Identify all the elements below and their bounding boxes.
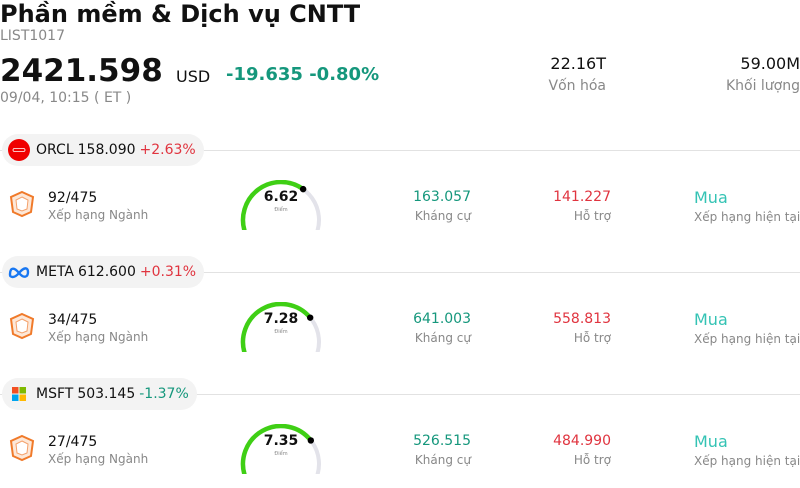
stock-price: 612.600 (77, 264, 136, 280)
resistance-value: 641.003 (413, 311, 471, 327)
current-rating-label: Xếp hạng hiện tại (694, 454, 800, 468)
resistance-value: 526.515 (413, 433, 471, 449)
resistance-value: 163.057 (413, 189, 471, 205)
stock-chip-meta[interactable]: META 612.600 +0.31% (2, 256, 205, 288)
row-divider (0, 150, 800, 151)
support-label: Hỗ trợ (573, 331, 611, 345)
score-label: Điểm (274, 329, 288, 335)
stock-symbol: ORCL (36, 142, 74, 158)
resistance-label: Kháng cự (414, 331, 471, 345)
current-rating-value: Mua (694, 188, 728, 207)
row-divider (0, 272, 800, 273)
gauge-marker (299, 185, 307, 193)
score-label: Điểm (274, 207, 288, 213)
rank-badge-icon (8, 190, 36, 218)
stock-chip-orcl[interactable]: ORCL 158.090 +2.63% (2, 134, 204, 166)
industry-rank-value: 27/475 (48, 434, 98, 450)
index-change: -19.635 -0.80% (226, 64, 380, 85)
industry-rank-value: 34/475 (48, 312, 98, 328)
meta-logo (8, 261, 30, 283)
industry-rank-value: 92/475 (48, 190, 98, 206)
rank-badge-icon (8, 434, 36, 462)
gauge-marker (306, 314, 314, 321)
market-cap-value: 22.16T (550, 54, 606, 73)
support-label: Hỗ trợ (573, 453, 611, 467)
stock-price: 503.145 (77, 386, 136, 402)
support-label: Hỗ trợ (573, 209, 611, 223)
volume-value: 59.00M (740, 54, 800, 73)
stock-change: -1.37% (139, 386, 189, 402)
resistance-label: Kháng cự (414, 209, 471, 223)
row-divider (0, 394, 800, 395)
microsoft-logo (8, 383, 30, 405)
industry-rank-label: Xếp hạng Ngành (48, 452, 149, 466)
industry-rank-label: Xếp hạng Ngành (48, 330, 149, 344)
page-title: Phần mềm & Dịch vụ CNTT (0, 0, 361, 28)
rank-badge-icon (8, 312, 36, 340)
support-value: 558.813 (553, 311, 611, 327)
score-label: Điểm (274, 451, 288, 457)
oracle-logo (8, 139, 30, 161)
support-value: 141.227 (553, 189, 611, 205)
current-rating-value: Mua (694, 432, 728, 451)
resistance-label: Kháng cự (414, 453, 471, 467)
stock-symbol: META (36, 264, 74, 280)
market-cap-label: Vốn hóa (548, 78, 606, 94)
stock-change: +0.31% (139, 264, 197, 280)
gauge-fill (240, 301, 313, 358)
stock-symbol: MSFT (36, 386, 74, 402)
current-rating-value: Mua (694, 310, 728, 329)
industry-rank-label: Xếp hạng Ngành (48, 208, 149, 222)
support-value: 484.990 (553, 433, 611, 449)
gauge-fill (240, 423, 314, 480)
gauge-marker (307, 437, 315, 444)
score-value: 7.35 (263, 433, 299, 449)
stock-price: 158.090 (77, 142, 136, 158)
gauge-fill (240, 179, 306, 236)
stock-chip-msft[interactable]: MSFT 503.145 -1.37% (2, 378, 197, 410)
score-gauge: 7.35 Điểm (238, 423, 324, 480)
currency-label: USD (176, 67, 211, 86)
score-value: 6.62 (263, 189, 299, 205)
index-price: 2421.598 (0, 53, 163, 89)
score-gauge: 6.62 Điểm (238, 179, 324, 236)
score-value: 7.28 (263, 311, 299, 327)
volume-label: Khối lượng (725, 78, 800, 94)
timestamp: 09/04, 10:15 ( ET ) (0, 90, 132, 106)
current-rating-label: Xếp hạng hiện tại (694, 210, 800, 224)
index-code: LIST1017 (0, 28, 65, 44)
stock-change: +2.63% (139, 142, 196, 158)
current-rating-label: Xếp hạng hiện tại (694, 332, 800, 346)
score-gauge: 7.28 Điểm (238, 301, 324, 358)
